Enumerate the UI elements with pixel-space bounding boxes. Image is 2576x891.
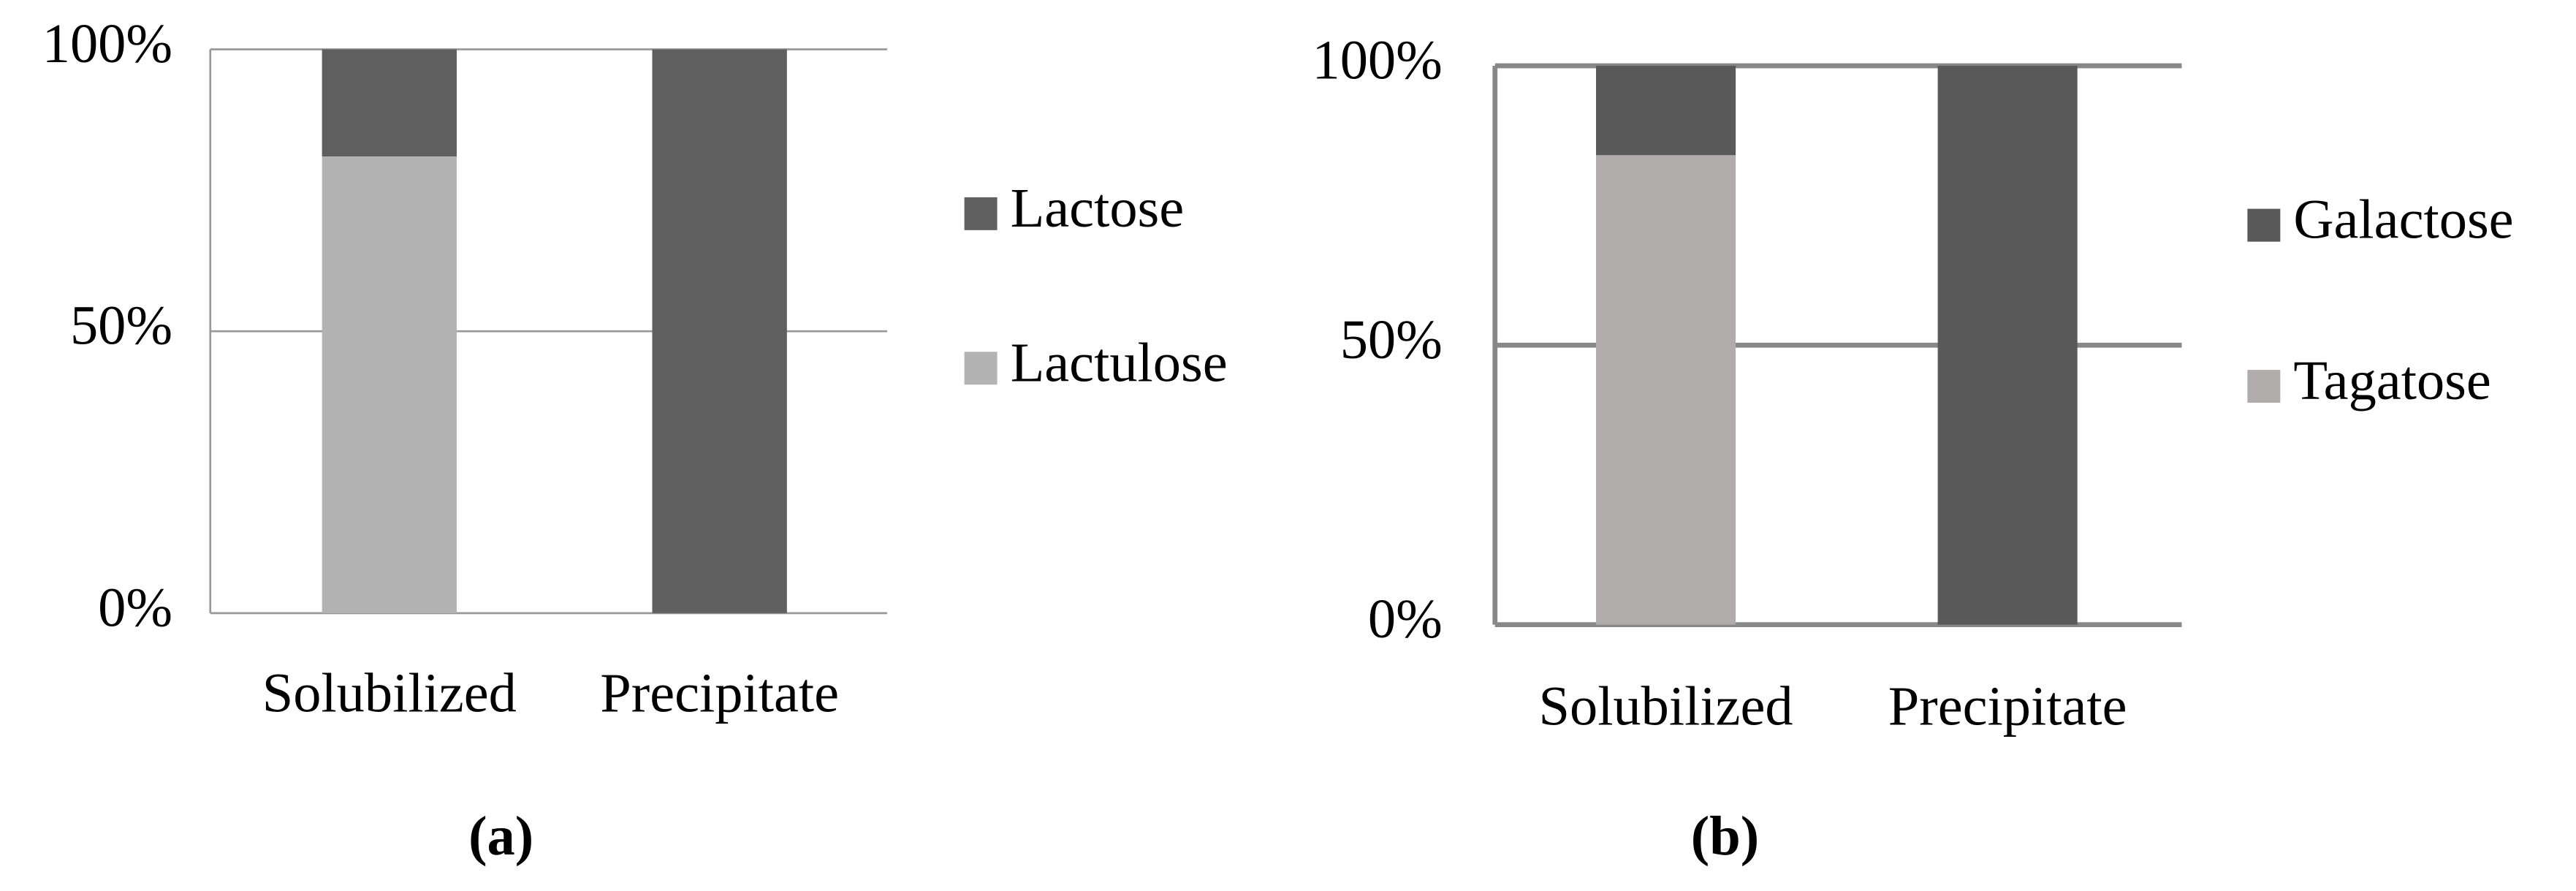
- bar-segment: [652, 49, 787, 613]
- legend-swatch: [964, 352, 998, 385]
- x-tick-label: Precipitate: [600, 661, 839, 724]
- caption: (b): [1691, 805, 1759, 867]
- legend-label: Galactose: [2293, 189, 2513, 251]
- y-tick-label: 50%: [1340, 308, 1443, 371]
- x-tick-label: Solubilized: [1539, 675, 1793, 737]
- bar-segment: [322, 156, 457, 613]
- caption: (a): [468, 805, 533, 867]
- legend-swatch: [2247, 370, 2281, 403]
- legend-label: Lactulose: [1011, 331, 1228, 393]
- bar-segment: [322, 49, 457, 157]
- y-tick-label: 100%: [42, 12, 172, 75]
- legend-label: Tagatose: [2293, 349, 2491, 412]
- legend-swatch: [2247, 208, 2281, 242]
- bar-segment: [1596, 65, 1736, 156]
- y-tick-label: 100%: [1312, 29, 1443, 91]
- y-tick-label: 0%: [98, 576, 172, 638]
- x-tick-label: Precipitate: [1888, 675, 2127, 737]
- bar-segment: [1596, 155, 1736, 625]
- legend-swatch: [964, 197, 998, 230]
- y-tick-label: 50%: [70, 295, 172, 357]
- y-tick-label: 0%: [1368, 588, 1443, 650]
- x-tick-label: Solubilized: [262, 661, 517, 724]
- legend-label: Lactose: [1011, 177, 1185, 239]
- bar-segment: [1937, 65, 2078, 625]
